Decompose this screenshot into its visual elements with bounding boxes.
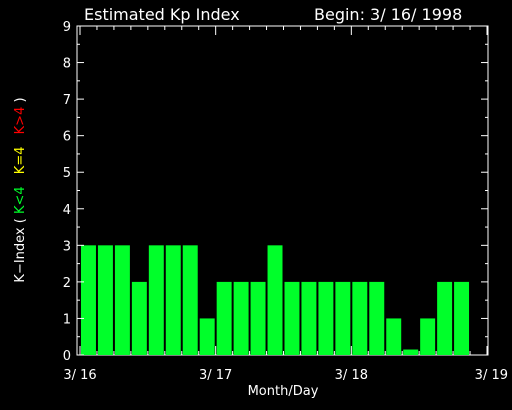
x-tick-label: 3/ 17 [199,368,232,383]
x-axis: 3/ 16 3/ 17 3/ 18 3/ 19 [63,26,508,383]
kp-bar [301,281,317,355]
kp-bar [199,318,215,355]
kp-bar [131,281,147,355]
y-tick-label: 0 [63,349,71,364]
chart-title: Estimated Kp Index [84,5,240,24]
kp-bar [165,245,181,355]
kp-bar [97,245,113,355]
y-axis-label-prefix: K−Index ( [13,214,28,283]
kp-bar [386,318,402,355]
x-axis-label: Month/Day [248,384,319,399]
y-tick-label: 6 [63,130,71,145]
y-axis-label-green: K<4 [13,186,28,214]
kp-bar [233,281,249,355]
y-axis-label: K−Index ( K<4 K=4 K>4 ) [13,97,28,282]
kp-bar [454,281,470,355]
x-tick-label: 3/ 19 [475,368,508,383]
y-tick-label: 3 [63,239,71,254]
x-tick-label: 3/ 18 [335,368,368,383]
kp-bar [335,281,351,355]
x-tick-label: 3/ 16 [63,368,96,383]
y-tick-label: 4 [63,203,71,218]
y-tick-label: 8 [63,57,71,72]
y-tick-label: 2 [63,276,71,291]
y-axis-label-yellow: K=4 [13,146,28,174]
y-axis: 0 1 2 3 4 5 6 7 8 9 [63,20,488,364]
kp-bar [352,281,368,355]
y-tick-label: 7 [63,93,71,108]
kp-bar [369,281,385,355]
kp-bar [114,245,130,355]
y-tick-label: 1 [63,312,71,327]
kp-bar [81,245,96,355]
begin-date-label: Begin: 3/ 16/ 1998 [314,5,462,24]
kp-bar [250,281,266,355]
kp-bar [148,245,164,355]
bar-series [81,245,470,355]
y-axis-label-suffix: ) [13,97,28,102]
kp-bar [284,281,300,355]
y-tick-label: 9 [63,20,71,35]
kp-bar [182,245,198,355]
kp-bar [403,349,419,355]
y-tick-label: 5 [63,166,71,181]
kp-bar [420,318,436,355]
y-axis-label-red: K>4 [13,107,28,135]
kp-bar [216,281,232,355]
kp-bar [318,281,334,355]
kp-bar [267,245,283,355]
kp-bar [437,281,453,355]
